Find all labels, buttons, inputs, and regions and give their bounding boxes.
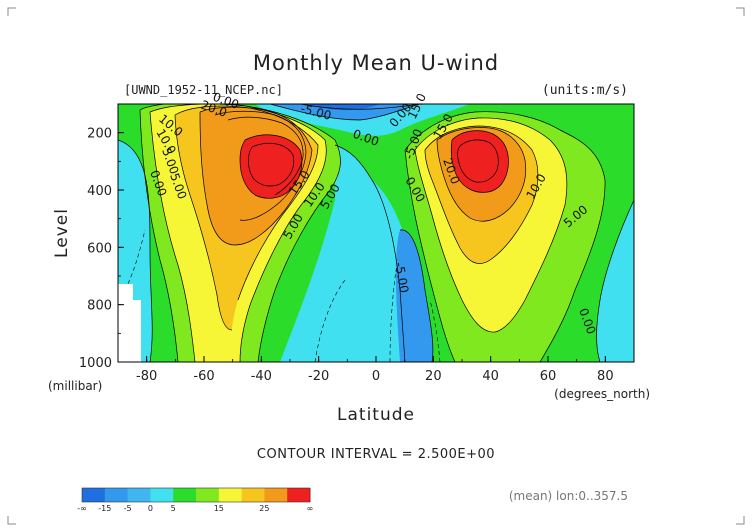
colorbar-frame	[81, 487, 311, 503]
y-axis-units: (millibar)	[48, 379, 102, 393]
y-tick-label: 600	[87, 241, 112, 256]
colorbar-swatch	[104, 488, 129, 502]
colorbar-swatch	[287, 488, 311, 502]
contour-interval-note: CONTOUR INTERVAL = 2.500E+00	[257, 447, 495, 462]
x-axis-title: Latitude	[337, 405, 415, 425]
north-jet-core	[451, 130, 509, 193]
contour-field	[118, 104, 634, 362]
crop-mark-bottom-left	[7, 516, 16, 525]
dataset-label: [UWND_1952-11_NCEP.nc]	[124, 83, 283, 97]
colorbar-tick-label: 0	[148, 504, 153, 513]
fill-band-neg5-to-neg15	[395, 229, 433, 362]
averaging-note: (mean) lon:0..357.5	[509, 489, 628, 503]
colorbar: -∞ -15 -5 0 5 15 25 ∞	[77, 487, 314, 513]
crop-mark-top-left	[7, 7, 16, 16]
missing-data-region	[118, 284, 141, 362]
chart-title: Monthly Mean U-wind	[253, 51, 499, 75]
x-tick-label: -20	[308, 369, 329, 384]
colorbar-tick-label: 5	[171, 504, 176, 513]
x-tick-label: 20	[425, 369, 442, 384]
colorbar-swatch	[264, 488, 288, 502]
crop-mark-bottom-right	[736, 516, 745, 525]
contour-lines	[118, 104, 634, 362]
y-tick-label: 1000	[79, 356, 112, 371]
colorbar-tick-label: ∞	[307, 504, 314, 513]
x-tick-label: -40	[251, 369, 272, 384]
x-tick-label: 60	[540, 369, 557, 384]
south-jet-core	[240, 134, 302, 199]
x-tick-label: -80	[136, 369, 157, 384]
x-tick-label: -60	[193, 369, 214, 384]
x-tick-label: 80	[597, 369, 614, 384]
colorbar-swatch	[150, 488, 174, 502]
units-label: (units:m/s)	[542, 83, 628, 98]
negative-contour-lines	[124, 229, 441, 362]
colorbar-swatch	[127, 488, 151, 502]
colorbar-tick-label: -∞	[77, 504, 87, 513]
colorbar-swatch	[218, 488, 243, 502]
y-axis: 200 400 600 800 1000	[79, 103, 124, 371]
y-tick-label: 800	[87, 299, 112, 314]
crop-mark-top-right	[736, 7, 745, 16]
colorbar-swatch	[82, 488, 106, 502]
fill-band-equatorial-easterlies-low	[280, 145, 405, 362]
x-axis-units: (degrees_north)	[554, 387, 650, 401]
colorbar-tick-label: -15	[98, 504, 111, 513]
colorbar-swatch	[196, 488, 220, 502]
colorbar-tick-label: -5	[124, 504, 132, 513]
x-tick-label: 40	[482, 369, 499, 384]
colorbar-tick-label: 15	[214, 504, 224, 513]
colorbar-swatch	[173, 488, 197, 502]
contour-label: -5.00	[392, 261, 411, 294]
y-axis-title: Level	[52, 208, 72, 258]
y-tick-label: 200	[87, 127, 112, 142]
y-tick-label: 400	[87, 184, 112, 199]
colorbar-swatch	[241, 488, 265, 502]
x-axis: -80 -60 -40 -20 0 20 40 60 80	[117, 356, 635, 384]
x-tick-label: 0	[372, 369, 380, 384]
colorbar-tick-label: 25	[259, 504, 269, 513]
